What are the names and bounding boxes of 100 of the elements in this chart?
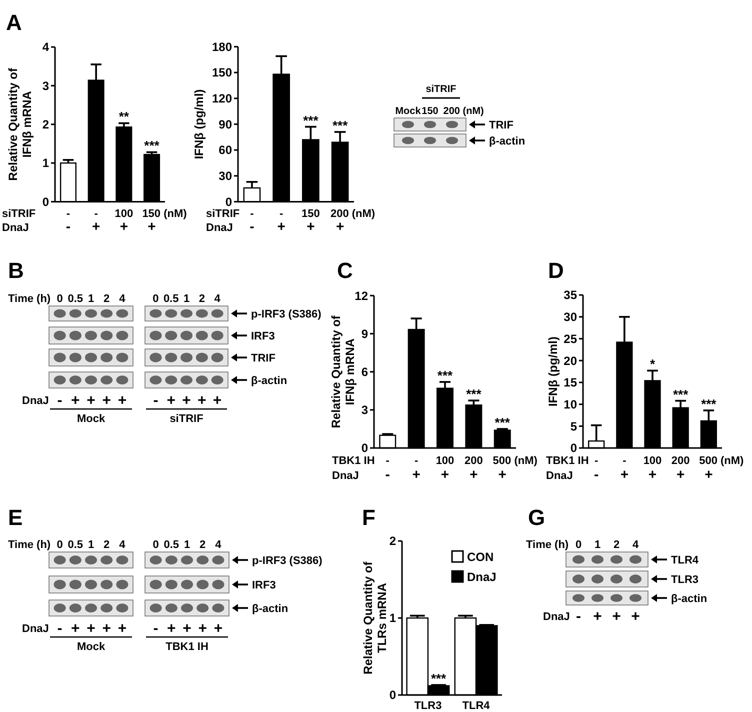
text: B: [8, 258, 24, 283]
y-tick-label: 150: [212, 66, 232, 80]
text: 0: [152, 293, 159, 305]
text: 4: [119, 539, 126, 551]
text: 1: [594, 539, 601, 551]
text: +: [86, 620, 96, 637]
text: +: [118, 620, 127, 637]
text: +: [102, 620, 112, 637]
text: +: [118, 392, 127, 409]
text: +: [593, 608, 602, 625]
chart-title: F: [362, 505, 376, 530]
x-tick-label: - -: [66, 208, 71, 234]
y-tick-label: 0: [570, 441, 578, 456]
x-tick-label: - +: [620, 455, 629, 482]
text: β-actin: [252, 602, 288, 615]
text: IRF3: [252, 579, 276, 592]
text: 0: [56, 293, 63, 305]
text: +: [182, 392, 192, 409]
text: DnaJ: [22, 395, 49, 407]
y-tick-label: 30: [218, 169, 232, 184]
text: +: [102, 392, 112, 409]
x-tick-label: 100 +: [114, 208, 134, 234]
y-tick-label: 0: [42, 194, 50, 209]
text: TLR4: [671, 554, 700, 566]
text: p-IRF3 (S386): [251, 308, 322, 320]
text: +: [182, 620, 192, 637]
text: 0.5: [68, 293, 84, 305]
x-axis-title: siTRIF DnaJ: [206, 208, 240, 234]
y-axis-title: Relative Quantity of IFNβ mRNA: [329, 314, 357, 428]
x-axis-title: TBK1 IH DnaJ: [546, 455, 589, 482]
text: -: [153, 392, 158, 409]
legend-label: DnaJ: [467, 570, 496, 584]
y-tick-label: 2: [42, 118, 50, 132]
annotation: **: [118, 109, 130, 124]
text: TBK1 IH: [166, 641, 208, 653]
y-tick-label: 1: [42, 156, 50, 170]
text: siTRIF: [170, 413, 204, 425]
text: 1: [88, 293, 94, 305]
annotation: ***: [437, 368, 454, 383]
x-tick-label: 500 (nM) +: [492, 455, 538, 482]
y-tick-label: 12: [354, 288, 368, 303]
y-tick-label: 1: [389, 611, 396, 626]
text: DnaJ: [22, 623, 49, 635]
text: 0.5: [68, 539, 84, 551]
annotation: ***: [332, 118, 349, 133]
y-tick-label: 120: [212, 92, 232, 106]
text: +: [612, 608, 622, 625]
text: TRIF: [489, 119, 514, 132]
annotation: ***: [701, 396, 718, 412]
text: 0.5: [163, 293, 179, 305]
annotation: ***: [466, 386, 482, 402]
y-tick-label: 180: [212, 40, 232, 54]
text: 2: [198, 293, 205, 305]
text: -: [576, 608, 581, 625]
text: β-actin: [671, 592, 708, 605]
text: 0: [56, 539, 63, 551]
text: Time (h): [8, 539, 51, 551]
x-tick-label: - +: [277, 208, 286, 234]
text: +: [166, 392, 176, 409]
y-tick-label: 9: [361, 326, 368, 341]
y-tick-label: 20: [564, 354, 578, 368]
text: Mock: [395, 106, 422, 117]
text: 200 (nM): [443, 106, 484, 117]
chart-title: A: [6, 10, 22, 35]
x-tick-label: 150 (nM) +: [142, 208, 188, 234]
text: siTRIF: [426, 84, 456, 95]
y-axis-title: IFNβ (pg/ml): [192, 89, 206, 160]
text: 1: [88, 539, 94, 551]
y-tick-label: 6: [361, 365, 368, 379]
text: 2: [613, 539, 620, 551]
text: β-actin: [251, 374, 288, 387]
text: 1: [184, 539, 190, 551]
legend-label: CON: [467, 550, 494, 564]
y-tick-label: 15: [564, 376, 578, 390]
y-axis-title: Relative Quantity of TLRs mRNA: [361, 560, 389, 674]
text: p-IRF3 (S386): [252, 554, 323, 567]
text: +: [212, 392, 222, 409]
chart-title: D: [548, 258, 564, 283]
text: +: [86, 392, 96, 409]
y-tick-label: 0: [225, 194, 232, 209]
text: Time (h): [8, 293, 51, 305]
y-tick-label: 5: [570, 419, 578, 434]
text: DnaJ: [543, 611, 570, 623]
x-tick-label: 200 (nM) +: [330, 208, 376, 234]
text: +: [631, 608, 640, 625]
text: Time (h): [526, 539, 569, 551]
text: +: [214, 620, 223, 637]
y-tick-label: 10: [564, 397, 578, 412]
y-tick-label: 60: [218, 143, 232, 158]
text: IRF3: [251, 330, 275, 342]
text: E: [8, 505, 23, 530]
x-axis-title: siTRIF DnaJ: [2, 208, 36, 234]
annotation: ***: [430, 670, 448, 686]
text: 1: [183, 293, 190, 305]
x-axis-title: TBK1 IH DnaJ: [332, 455, 375, 482]
y-tick-label: 3: [42, 78, 50, 93]
text: TRIF: [251, 352, 276, 364]
x-tick-label: 150 +: [302, 208, 320, 234]
text: 0: [152, 539, 159, 551]
x-tick-label: 100 +: [643, 455, 662, 482]
